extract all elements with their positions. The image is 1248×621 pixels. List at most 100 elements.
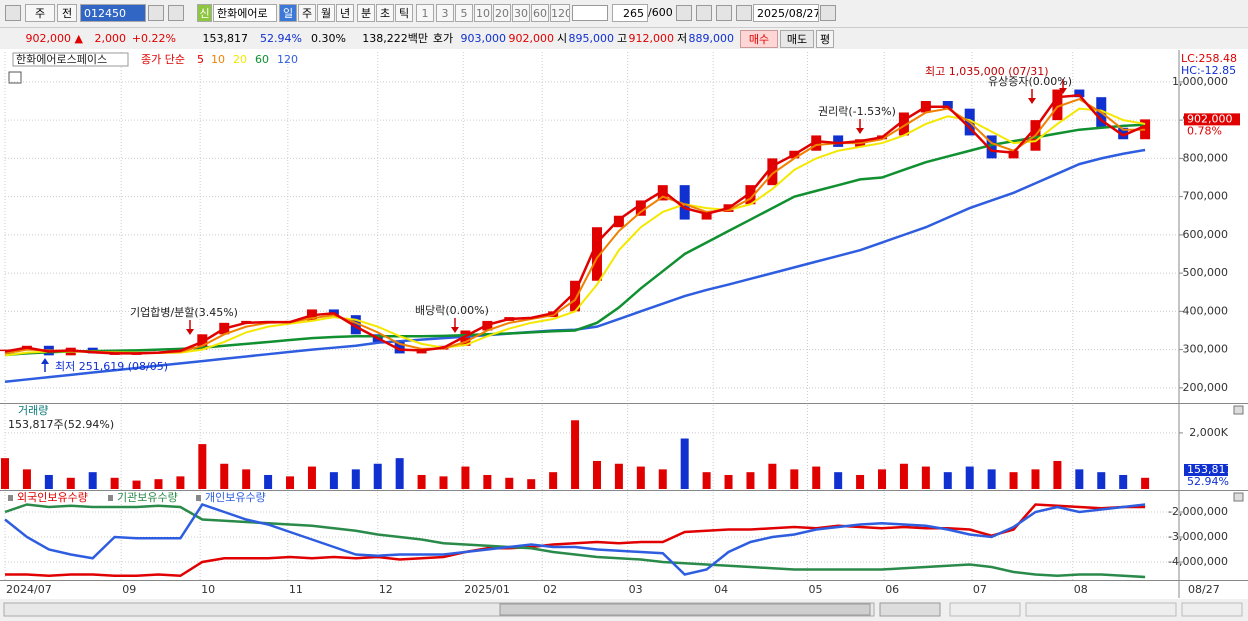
volume-bar — [1031, 469, 1040, 489]
volume-bar — [329, 472, 338, 489]
toolbar-item[interactable]: /600 — [648, 6, 673, 19]
panel-close[interactable] — [1233, 405, 1244, 415]
toolbar-item[interactable]: 3 — [436, 4, 454, 22]
volume-bar — [790, 469, 799, 489]
zoom-slider[interactable] — [949, 602, 1021, 617]
save-icon[interactable] — [716, 5, 732, 21]
x-tick-label: 05 — [808, 583, 822, 596]
candle — [1118, 127, 1129, 140]
toolbar-item[interactable]: 초 — [376, 4, 394, 22]
toolbar-item[interactable]: 30 — [512, 4, 530, 22]
toolbar-item[interactable]: 1 — [416, 4, 434, 22]
toolbar-item[interactable]: 5 — [455, 4, 473, 22]
volume-box — [1184, 464, 1228, 476]
toolbar-item[interactable]: 012450 — [80, 4, 146, 22]
toolbar-item[interactable]: 년 — [336, 4, 354, 22]
tool-icon[interactable] — [696, 5, 712, 21]
y-tick-label: 1,000,000 — [1172, 75, 1228, 88]
x-tick-label: 08 — [1074, 583, 1088, 596]
toolbar-item[interactable]: 전 — [57, 4, 77, 22]
toolbar-item[interactable]: 신 — [197, 4, 212, 22]
x-tick-label: 10 — [201, 583, 215, 596]
quote-field: 고 — [616, 32, 628, 45]
quote-field[interactable]: 평 — [816, 30, 834, 48]
quote-field[interactable]: 매수 — [740, 30, 778, 48]
settings-icon[interactable] — [736, 5, 752, 21]
candle — [701, 211, 712, 220]
x-tick-label: 06 — [885, 583, 899, 596]
candle — [1008, 150, 1019, 159]
y-tick-label: 600,000 — [1183, 228, 1229, 241]
toolbar-item[interactable]: 월 — [317, 4, 335, 22]
grid-icon[interactable] — [8, 71, 22, 84]
event-arrow-head — [186, 329, 194, 335]
volume-title: 거래량 — [18, 404, 48, 417]
toolbar-item[interactable]: 60 — [531, 4, 549, 22]
search-icon[interactable] — [148, 5, 164, 21]
quote-field: 902,000 ▲ — [25, 32, 83, 45]
quote-field: 0.30% — [311, 32, 346, 45]
volume-bar — [1141, 477, 1150, 489]
quote-field: 시 — [556, 32, 568, 45]
x-tick-label: 12 — [379, 583, 393, 596]
candle — [394, 341, 405, 354]
quote-field: 912,000 — [628, 32, 675, 45]
volume-bar — [264, 474, 273, 489]
toolbar-item[interactable]: 틱 — [395, 4, 413, 22]
volume-bar — [571, 420, 580, 489]
sound-icon[interactable] — [168, 5, 184, 21]
playback-controls[interactable] — [879, 602, 941, 617]
toolbar-item[interactable]: 일 — [279, 4, 297, 22]
toolbar-item[interactable]: 분 — [357, 4, 375, 22]
toolbar-item[interactable]: 한화에어로 — [213, 4, 277, 22]
panel-close[interactable] — [1233, 492, 1244, 502]
volume-bar — [483, 474, 492, 489]
tool-icon[interactable] — [676, 5, 692, 21]
volume-bar — [505, 477, 514, 489]
menu-icon[interactable] — [5, 5, 21, 21]
volume-bar — [461, 466, 470, 489]
event-arrow-head — [856, 128, 864, 134]
quote-field[interactable]: 매도 — [780, 30, 814, 48]
x-tick-label: 2024/07 — [6, 583, 52, 596]
volume-bar — [987, 469, 996, 489]
x-tick-label: 07 — [973, 583, 987, 596]
scroll-thumb[interactable] — [499, 603, 871, 616]
volume-bar — [636, 466, 645, 489]
x-tick-label: 09 — [122, 583, 136, 596]
volume-bar — [154, 479, 163, 489]
legend-marker — [196, 495, 201, 501]
blank-dropdown[interactable] — [572, 5, 608, 21]
volume-bar — [22, 469, 31, 489]
volume-bar — [44, 474, 53, 489]
event-arrow-head — [451, 327, 459, 333]
event-annotation: 권리락(-1.53%) — [818, 105, 896, 118]
event-annotation: 유상증자(0.00%) — [988, 75, 1072, 88]
toolbar-item[interactable]: 2025/08/27 — [753, 4, 819, 22]
candle — [613, 215, 624, 228]
last-price-label: 902,000 — [1187, 112, 1233, 125]
y-tick-label: 2,000K — [1189, 426, 1228, 439]
chart-title: 한화에어로스페이스 — [16, 53, 107, 66]
volume-bar — [132, 480, 141, 489]
volume-bar — [768, 463, 777, 489]
candle — [635, 200, 646, 216]
candle — [811, 135, 822, 151]
volume-bar — [1, 458, 9, 489]
toolbar-item[interactable]: 120 — [550, 4, 570, 22]
volume-bar — [307, 466, 316, 489]
toolbar-item[interactable]: 20 — [493, 4, 511, 22]
volume-bar — [834, 472, 843, 489]
calendar-icon[interactable] — [820, 5, 836, 21]
legend-entry: 외국인보유수량 — [17, 491, 88, 504]
candle — [767, 158, 778, 186]
drawing-tools[interactable] — [1025, 602, 1177, 617]
toolbar-item[interactable]: 주 — [25, 4, 55, 22]
zoom-tools[interactable] — [1181, 602, 1243, 617]
quote-field: 호가 — [432, 32, 454, 45]
toolbar-item[interactable]: 265 — [612, 4, 648, 22]
volume-bar — [1053, 460, 1062, 489]
toolbar-item[interactable]: 10 — [474, 4, 492, 22]
toolbar-item[interactable]: 주 — [298, 4, 316, 22]
candle — [1052, 89, 1063, 121]
